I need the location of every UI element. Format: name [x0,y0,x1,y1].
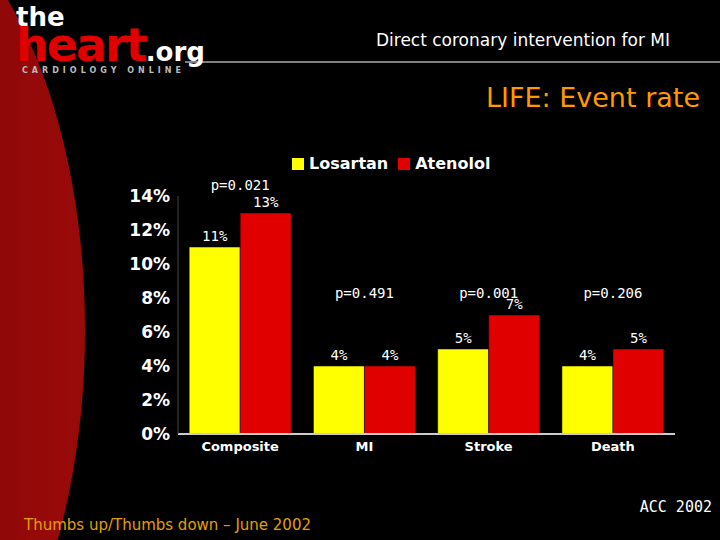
html-text:Thumbs up/Thumbs down – June 2: Thumbs up/Thumbs down – June 2002 [24,516,311,534]
svg-text:MI: MI [355,439,373,454]
svg-text:5%: 5% [455,330,472,346]
svg-text:10%: 10% [129,254,170,274]
svg-text:4%: 4% [331,347,348,363]
svg-text:Composite: Composite [201,439,279,454]
svg-text:4%: 4% [141,356,170,376]
html-text:CARDIOLOGY ONLINE: CARDIOLOGY ONLINE [22,66,185,75]
svg-text:p=0.206: p=0.206 [583,285,642,301]
svg-text:14%: 14% [129,186,170,206]
html-text:heart.org: heart.org [16,18,205,72]
svg-text:12%: 12% [129,220,170,240]
svg-text:p=0.491: p=0.491 [335,285,394,301]
html-text:LIFE: Event rate: LIFE: Event rate [485,82,700,113]
svg-text:2%: 2% [141,390,170,410]
svg-text:Stroke: Stroke [465,439,513,454]
html-text:the: the [16,2,65,32]
svg-text:4%: 4% [382,347,399,363]
svg-text:5%: 5% [630,330,647,346]
svg-text:4%: 4% [579,347,596,363]
svg-text:11%: 11% [202,228,228,244]
html-text:ACC 2002: ACC 2002 [639,498,712,516]
svg-text:13%: 13% [253,194,279,210]
svg-text:6%: 6% [141,322,170,342]
svg-text:0%: 0% [141,424,170,444]
html-text:Direct coronary intervention f: Direct coronary intervention for MI [376,30,670,50]
html-text:Atenolol: Atenolol [415,154,491,173]
svg-text:p=0.001: p=0.001 [459,285,519,301]
svg-text:Death: Death [591,439,635,454]
svg-text:7%: 7% [506,296,523,312]
svg-text:8%: 8% [141,288,170,308]
svg-text:p=0.021: p=0.021 [211,177,270,193]
html-text:Losartan: Losartan [309,154,389,173]
